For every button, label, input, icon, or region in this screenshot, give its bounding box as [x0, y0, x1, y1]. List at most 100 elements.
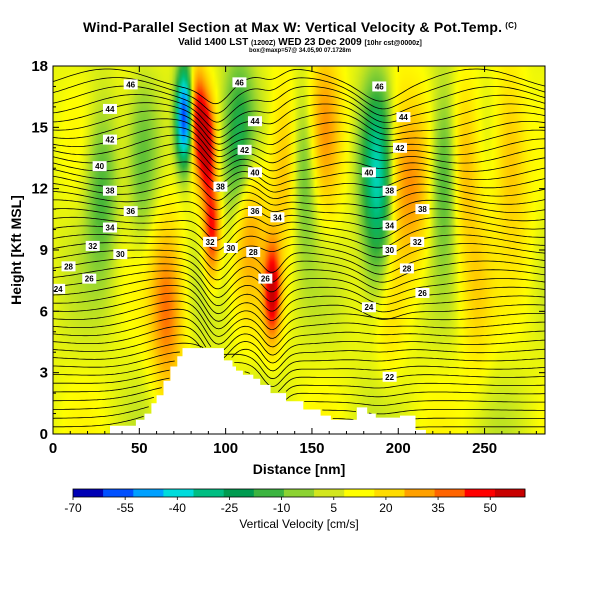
theta-label-box: [396, 112, 411, 123]
theta-label: 44: [247, 116, 262, 127]
theta-label: 24: [51, 283, 66, 294]
theta-contour-line: [52, 191, 546, 211]
theta-label-text: 34: [106, 224, 115, 233]
theta-contour-line: [52, 406, 545, 420]
colorbar-tick-label: -25: [221, 501, 239, 515]
theta-label: 44: [396, 112, 411, 123]
x-tick-label: 200: [386, 440, 411, 457]
theta-label-box: [415, 204, 430, 215]
theta-contour-line: [52, 134, 546, 164]
theta-contour-line: [52, 270, 546, 307]
theta-contour-line: [53, 351, 546, 388]
theta-label: 42: [102, 134, 117, 145]
subtitle-date: WED 23 Dec 2009: [278, 37, 362, 48]
theta-contour-line: [52, 325, 546, 364]
theta-contour-line: [52, 118, 546, 151]
theta-contour-line: [52, 285, 546, 322]
theta-label-box: [415, 287, 430, 298]
theta-label-box: [410, 236, 425, 247]
theta-label: 24: [361, 302, 376, 313]
theta-contour-line: [52, 317, 546, 356]
theta-contour-line: [52, 68, 546, 105]
theta-contour-line: [52, 126, 546, 158]
theta-contour-line: [52, 377, 545, 400]
theta-contour-line: [52, 161, 546, 186]
theta-label: 34: [102, 222, 117, 233]
theta-contour-line: [52, 216, 546, 241]
theta-contour-line: [53, 416, 545, 428]
theta-label: 34: [270, 212, 285, 223]
x-tick-label: 0: [49, 440, 57, 457]
theta-label: 28: [246, 247, 261, 258]
theta-label-box: [361, 167, 376, 178]
theta-label-box: [382, 245, 397, 255]
theta-label-box: [82, 273, 97, 284]
colorbar-swatch: [344, 489, 375, 497]
y-tick-label: 0: [40, 426, 48, 443]
theta-label-box: [399, 263, 414, 274]
y-tick-label: 6: [40, 303, 48, 320]
theta-label-text: 32: [206, 238, 215, 247]
theta-label-box: [270, 212, 285, 223]
subtitle-valid: Valid 1400 LST: [178, 37, 249, 48]
theta-contour-line: [52, 334, 546, 372]
theta-label-box: [232, 77, 247, 88]
colorbar-swatch: [314, 489, 345, 497]
colorbar-tick-label: 35: [431, 501, 445, 515]
theta-label-text: 42: [396, 144, 405, 153]
theta-label-text: 32: [88, 242, 97, 251]
theta-contour-line: [52, 152, 546, 179]
x-axis-label: Distance [nm]: [253, 461, 346, 477]
theta-label-text: 46: [375, 82, 384, 91]
colorbar-tick-label: -10: [273, 501, 291, 515]
theta-label-text: 38: [216, 183, 225, 192]
theta-contour-line: [52, 342, 546, 380]
theta-label: 34: [382, 220, 397, 231]
theta-label-text: 46: [235, 78, 244, 87]
theta-label-box: [102, 134, 117, 145]
theta-label: 30: [113, 249, 128, 260]
colorbar-tick-label: 50: [484, 501, 498, 515]
theta-contour-line: [52, 143, 546, 172]
theta-label-text: 34: [385, 221, 394, 230]
theta-label-text: 44: [251, 117, 260, 126]
theta-contour-line: [52, 256, 546, 290]
theta-contour-line: [52, 308, 545, 348]
colorbar-swatch: [374, 489, 405, 497]
theta-contour-line: [52, 234, 546, 262]
theta-label-text: 30: [116, 250, 125, 259]
colorbar-swatch: [253, 489, 285, 497]
theta-label-text: 46: [126, 80, 135, 89]
theta-label: 28: [61, 261, 76, 272]
theta-label-text: 24: [54, 285, 63, 294]
theta-label: 36: [247, 206, 262, 217]
colorbar-swatch: [434, 489, 466, 497]
theta-label: 40: [247, 167, 262, 178]
theta-label: 30: [382, 245, 397, 255]
theta-label-box: [123, 206, 138, 217]
theta-label: 26: [82, 273, 97, 284]
theta-label-box: [102, 222, 117, 233]
theta-label: 26: [415, 287, 430, 298]
colorbar-swatch: [73, 489, 104, 497]
theta-label-box: [92, 161, 107, 172]
theta-label-box: [113, 249, 128, 260]
theta-contour-line: [52, 263, 546, 298]
theta-label-text: 32: [413, 238, 422, 247]
theta-contour-line: [52, 225, 545, 251]
colorbar-swatch: [103, 489, 134, 497]
theta-contour-line: [53, 369, 546, 392]
x-tick-label: 150: [299, 440, 324, 457]
theta-label-box: [247, 116, 262, 127]
theta-label-text: 44: [399, 113, 408, 122]
theta-contour-line: [52, 242, 546, 271]
chart-title-mark: (C): [505, 21, 517, 30]
theta-label-box: [382, 371, 397, 382]
subtitle-run: [10hr cst@0000z]: [364, 40, 422, 47]
theta-contour-line: [52, 102, 546, 138]
colorbar-swatch: [464, 489, 496, 497]
theta-label: 38: [382, 185, 397, 196]
colorbar-swatch: [133, 489, 164, 497]
theta-label-text: 36: [126, 207, 135, 216]
